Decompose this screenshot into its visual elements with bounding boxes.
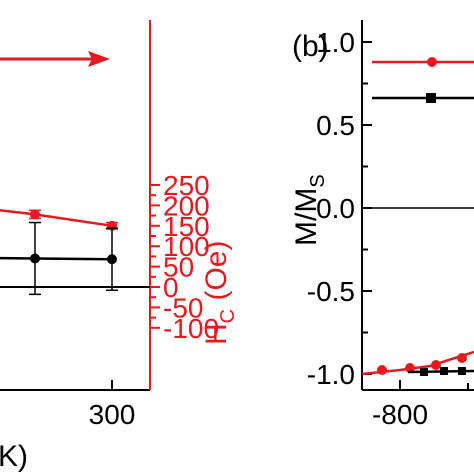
y-tick-label: -0.5 — [307, 276, 355, 307]
y-tick-label: 0.0 — [316, 193, 355, 224]
right-axis-tick-label: -100 — [163, 313, 219, 344]
panel-b-x-ticks: -800 — [372, 380, 469, 430]
panel-a-right-axis-label: HC (Oe) — [200, 241, 239, 345]
panel-a-arrow — [0, 51, 110, 67]
mms-label-sub: S — [307, 174, 329, 187]
mms-label-main: M/M — [290, 188, 323, 246]
hc-label-unit: (Oe) — [200, 241, 233, 309]
panel-a-x-axis-label: K) — [0, 440, 28, 473]
panel-b-label: (b) — [292, 30, 329, 63]
y-tick-label: -1.0 — [307, 359, 355, 390]
y-tick-label: 1.0 — [316, 27, 355, 58]
right-axis-tick-label: 0 — [163, 272, 179, 303]
y-tick-label: 0.5 — [316, 110, 355, 141]
series-line — [0, 256, 113, 261]
panel-b-y-axis-label: M/MS — [290, 174, 329, 246]
red-curve-point — [377, 365, 387, 375]
black-curve-point — [458, 367, 466, 375]
panel-b-legend — [372, 57, 474, 103]
right-axis-tick-label: 50 — [163, 252, 194, 283]
data-point — [30, 209, 40, 220]
series-line — [0, 209, 113, 228]
panel-b-curves — [361, 350, 474, 376]
panel-a-x-ticks: 300 — [89, 380, 136, 430]
right-axis-tick-label: 200 — [163, 190, 210, 221]
x-tick-label: 300 — [89, 399, 136, 430]
black-curve-point — [420, 368, 428, 376]
hc-label-sub: C — [217, 309, 239, 323]
panel-a-series — [0, 209, 118, 296]
legend-marker-square — [426, 93, 436, 103]
red-curve-point — [457, 353, 467, 363]
black-curve-point — [440, 367, 448, 375]
panel-b: (b) M/MS 1.0 0.5 0.0 -0.5 -1.0 -800 — [290, 20, 474, 430]
right-axis-tick-label: 100 — [163, 231, 210, 262]
right-axis-tick-label: -50 — [163, 292, 203, 323]
data-point — [30, 253, 40, 264]
legend-marker-circle — [427, 57, 437, 67]
data-point — [107, 254, 117, 265]
right-axis-tick-label: 150 — [163, 211, 210, 242]
hc-label-main: H — [200, 323, 233, 345]
red-curve-point — [405, 363, 415, 373]
x-tick-label: -800 — [372, 399, 428, 430]
arrow-head — [88, 51, 110, 67]
right-axis-tick-label: 250 — [163, 170, 210, 201]
panel-b-y-axis: 1.0 0.5 0.0 -0.5 -1.0 — [307, 27, 474, 390]
red-curve-point — [431, 360, 441, 370]
